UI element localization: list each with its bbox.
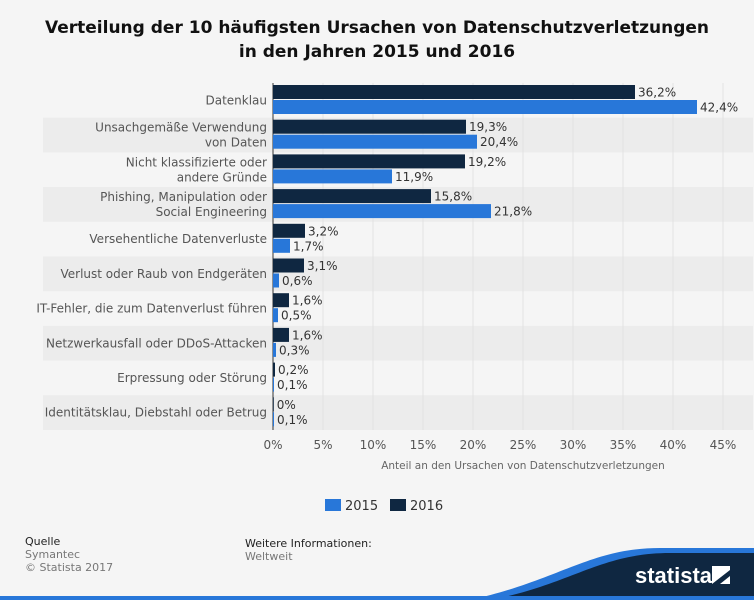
bar-2016 xyxy=(273,223,305,238)
category-label: Phishing, Manipulation oder xyxy=(100,190,267,204)
data-label: 42,4% xyxy=(700,101,738,115)
bar-2015 xyxy=(273,308,278,323)
category-label: Nicht klassifizierte oder xyxy=(126,155,267,169)
bar-2015 xyxy=(273,342,276,357)
data-label: 0,1% xyxy=(277,413,308,427)
data-label: 1,7% xyxy=(293,239,324,253)
legend-label: 2015 xyxy=(345,499,378,514)
data-label: 36,2% xyxy=(638,86,676,100)
info-block: Weitere Informationen: Weltweit xyxy=(245,537,372,563)
legend-swatch xyxy=(390,499,406,511)
bar-2016 xyxy=(273,293,289,308)
category-label: Social Engineering xyxy=(156,205,267,219)
x-tick-label: 20% xyxy=(460,438,487,452)
data-label: 0,3% xyxy=(279,343,310,357)
x-tick-label: 40% xyxy=(660,438,687,452)
title-line: Verteilung der 10 häufigsten Ursachen vo… xyxy=(45,18,709,38)
row-band xyxy=(43,256,753,292)
category-label: Versehentliche Datenverluste xyxy=(89,232,267,246)
bar-2015 xyxy=(273,100,697,114)
bar-2015 xyxy=(273,238,290,253)
bar-2015 xyxy=(273,169,392,184)
bar-2015 xyxy=(273,412,274,427)
data-label: 19,3% xyxy=(469,120,507,134)
title-line: in den Jahren 2015 und 2016 xyxy=(238,42,516,62)
data-label: 0,5% xyxy=(281,309,312,323)
statista-logo: statista xyxy=(635,563,713,588)
category-label: andere Gründe xyxy=(177,170,267,184)
info-label: Weitere Informationen: xyxy=(245,537,372,550)
x-tick-label: 10% xyxy=(360,438,387,452)
bar-2016 xyxy=(273,154,465,169)
legend-label: 2016 xyxy=(410,499,443,514)
data-label: 1,6% xyxy=(292,328,323,342)
legend-swatch xyxy=(325,499,341,511)
bar-2016 xyxy=(273,85,635,99)
data-label: 3,1% xyxy=(307,259,338,273)
category-label: Verlust oder Raub von Endgeräten xyxy=(60,267,267,281)
bar-2016 xyxy=(273,362,275,377)
data-label: 0,1% xyxy=(277,378,308,392)
x-tick-label: 45% xyxy=(710,438,737,452)
category-label: IT-Fehler, die zum Datenverlust führen xyxy=(36,302,267,316)
row-band xyxy=(43,395,753,430)
category-label: von Daten xyxy=(205,136,267,150)
category-label: Unsachgemäße Verwendung xyxy=(95,121,267,135)
info: Weltweit xyxy=(245,550,293,563)
source-block: Quelle Symantec © Statista 2017 xyxy=(25,535,113,574)
bar-2015 xyxy=(273,134,477,149)
data-label: 1,6% xyxy=(292,294,323,308)
category-label: Netzwerkausfall oder DDoS-Attacken xyxy=(46,336,267,350)
bar-2015 xyxy=(273,204,491,219)
x-axis-title: Anteil an den Ursachen von Datenschutzve… xyxy=(381,460,665,472)
data-label: 3,2% xyxy=(308,224,339,238)
x-tick-label: 35% xyxy=(610,438,637,452)
bar-2015 xyxy=(273,377,274,392)
x-tick-label: 0% xyxy=(263,438,282,452)
x-tick-label: 15% xyxy=(410,438,437,452)
data-label: 20,4% xyxy=(480,135,518,149)
bar-2016 xyxy=(273,327,289,342)
data-label: 19,2% xyxy=(468,155,506,169)
bar-2016 xyxy=(273,397,274,412)
data-label: 0% xyxy=(277,398,296,412)
data-label: 0,6% xyxy=(282,274,313,288)
category-label: Erpressung oder Störung xyxy=(117,371,267,385)
category-label: Identitätsklau, Diebstahl oder Betrug xyxy=(45,406,267,420)
source: Symantec xyxy=(25,548,81,561)
bar-2016 xyxy=(273,258,304,273)
bar-2016 xyxy=(273,189,431,204)
data-label: 0,2% xyxy=(278,363,309,377)
bar-2016 xyxy=(273,119,466,134)
bar-2015 xyxy=(273,273,279,288)
x-tick-label: 5% xyxy=(313,438,332,452)
data-label: 11,9% xyxy=(395,170,433,184)
data-label: 15,8% xyxy=(434,190,472,204)
x-tick-label: 30% xyxy=(560,438,587,452)
row-band xyxy=(43,325,753,361)
data-label: 21,8% xyxy=(494,205,532,219)
category-label: Datenklau xyxy=(205,93,267,107)
chart-title: Verteilung der 10 häufigsten Ursachen vo… xyxy=(0,16,754,64)
copyright: © Statista 2017 xyxy=(25,561,114,574)
x-tick-label: 25% xyxy=(510,438,537,452)
source-label: Quelle xyxy=(25,535,61,548)
